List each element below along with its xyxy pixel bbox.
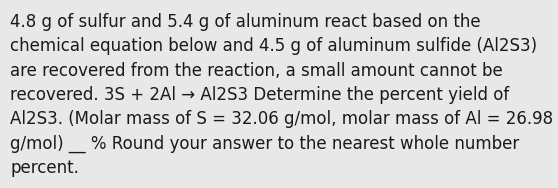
Text: 4.8 g of sulfur and 5.4 g of aluminum react based on the
chemical equation below: 4.8 g of sulfur and 5.4 g of aluminum re…	[10, 13, 553, 177]
